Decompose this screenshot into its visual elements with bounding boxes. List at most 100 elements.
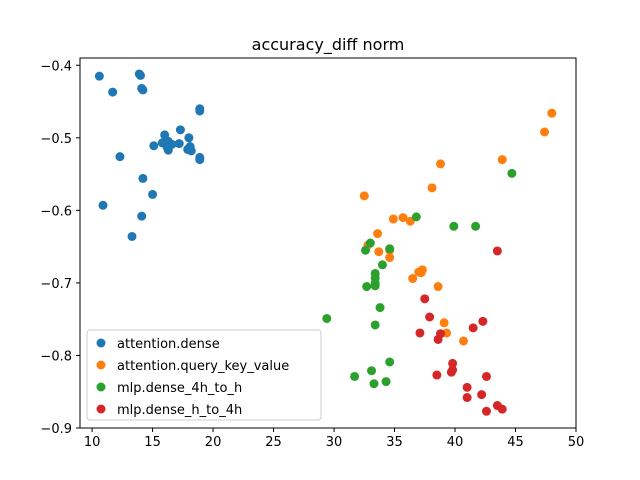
- data-point: [175, 125, 185, 135]
- legend-marker: [96, 360, 106, 370]
- data-point: [138, 173, 148, 183]
- data-point: [497, 155, 507, 165]
- data-point: [369, 379, 379, 389]
- x-tick-label: 20: [205, 435, 222, 450]
- x-axis: 10 15 20 25 30 35 40 45 50: [84, 428, 584, 450]
- legend-label: attention.query_key_value: [117, 359, 289, 374]
- data-point: [411, 212, 421, 222]
- data-point: [425, 312, 435, 322]
- data-point: [184, 133, 194, 143]
- data-point: [448, 358, 458, 368]
- legend-label: mlp.dense_h_to_4h: [117, 403, 242, 418]
- y-tick-label: −0.9: [40, 422, 72, 437]
- data-point: [436, 159, 446, 169]
- data-point: [98, 200, 108, 210]
- data-point: [385, 244, 395, 254]
- data-point: [367, 366, 377, 376]
- data-point: [462, 382, 472, 392]
- data-point: [398, 213, 408, 223]
- data-point: [361, 245, 370, 255]
- y-tick-label: −0.4: [40, 59, 72, 74]
- points-layer: [94, 69, 557, 416]
- data-point: [365, 238, 375, 248]
- chart-title: accuracy_diff norm: [252, 35, 405, 55]
- data-point: [481, 406, 491, 416]
- data-point: [458, 336, 468, 346]
- data-point: [373, 229, 383, 239]
- series-3: [415, 246, 507, 416]
- x-tick-label: 25: [265, 435, 282, 450]
- data-point: [163, 145, 173, 155]
- legend-box: [86, 329, 322, 421]
- data-point: [497, 404, 507, 414]
- data-point: [415, 328, 425, 338]
- data-point: [374, 247, 384, 257]
- data-point: [148, 189, 158, 199]
- data-point: [540, 127, 550, 137]
- data-point: [492, 246, 502, 256]
- data-point: [385, 357, 395, 367]
- data-point: [381, 377, 391, 387]
- data-point: [108, 87, 118, 97]
- data-point: [439, 318, 449, 328]
- y-tick-label: −0.5: [40, 132, 72, 147]
- x-tick-label: 40: [447, 435, 464, 450]
- data-point: [420, 294, 430, 304]
- x-tick-label: 15: [144, 435, 161, 450]
- data-point: [408, 274, 418, 284]
- data-point: [478, 316, 488, 326]
- legend-marker: [96, 338, 106, 348]
- x-tick-label: 45: [507, 435, 524, 450]
- x-tick-label: 10: [84, 435, 101, 450]
- y-tick-label: −0.8: [40, 349, 72, 364]
- data-point: [507, 168, 517, 178]
- data-point: [362, 282, 372, 292]
- x-tick-label: 35: [386, 435, 403, 450]
- y-tick-label: −0.6: [40, 204, 72, 219]
- data-point: [195, 106, 205, 116]
- data-point: [377, 260, 387, 270]
- data-point: [446, 367, 456, 377]
- data-point: [427, 183, 437, 193]
- data-point: [433, 334, 443, 344]
- data-point: [416, 268, 426, 278]
- data-point: [468, 323, 478, 333]
- data-point: [127, 231, 137, 241]
- data-point: [375, 303, 385, 313]
- data-point: [186, 146, 196, 156]
- x-tick-label: 50: [568, 435, 585, 450]
- data-point: [547, 108, 557, 118]
- data-point: [94, 71, 104, 81]
- legend-label: mlp.dense_4h_to_h: [117, 381, 242, 396]
- data-point: [138, 85, 148, 95]
- y-tick-label: −0.7: [40, 277, 72, 292]
- data-point: [195, 155, 205, 165]
- data-point: [115, 152, 125, 162]
- legend-marker: [96, 404, 106, 414]
- data-point: [137, 211, 147, 221]
- data-point: [135, 70, 145, 80]
- data-point: [149, 141, 159, 151]
- data-point: [322, 313, 332, 323]
- data-point: [359, 191, 369, 201]
- data-point: [481, 371, 491, 381]
- data-point: [388, 214, 398, 224]
- plot-area-frame: [79, 57, 577, 429]
- data-point: [370, 320, 380, 330]
- data-point: [477, 390, 487, 400]
- legend-marker: [96, 382, 106, 392]
- x-tick-label: 30: [326, 435, 343, 450]
- legend-label: attention.dense: [117, 337, 220, 352]
- data-point: [432, 370, 442, 380]
- data-point: [433, 282, 443, 292]
- series-0: [94, 69, 205, 241]
- data-point: [350, 371, 360, 381]
- y-axis: −0.9 −0.8 −0.7 −0.6 −0.5 −0.4: [40, 59, 80, 437]
- data-point: [462, 393, 472, 403]
- series-2: [322, 168, 517, 389]
- data-point: [385, 253, 395, 263]
- data-point: [174, 139, 184, 149]
- data-point: [449, 221, 459, 231]
- data-point: [471, 221, 481, 231]
